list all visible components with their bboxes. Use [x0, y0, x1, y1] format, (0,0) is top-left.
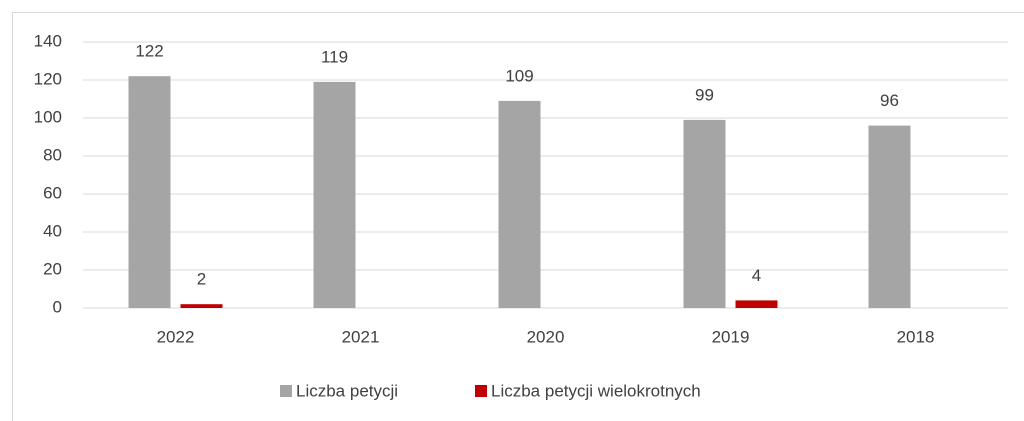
data-label: 2: [197, 270, 206, 289]
legend-swatch: [280, 385, 292, 397]
data-label: 122: [135, 42, 163, 61]
data-label: 119: [321, 47, 348, 66]
data-label: 96: [880, 91, 899, 110]
chart-frame: [12, 12, 1024, 421]
y-tick-label: 0: [53, 297, 62, 316]
y-tick-label: 40: [43, 221, 62, 240]
y-tick-label: 80: [43, 145, 62, 164]
x-tick-label: 2018: [897, 327, 935, 346]
bar: [128, 76, 171, 308]
data-label: 4: [752, 266, 761, 285]
bar: [868, 125, 911, 308]
x-tick-label: 2019: [712, 327, 750, 346]
bar: [313, 81, 356, 309]
x-tick-label: 2021: [342, 327, 380, 346]
y-tick-label: 140: [34, 31, 62, 50]
bar: [683, 119, 726, 309]
legend-swatch: [475, 385, 487, 397]
legend-label: Liczba petycji: [296, 381, 398, 400]
x-tick-label: 2020: [527, 327, 565, 346]
legend-label: Liczba petycji wielokrotnych: [491, 381, 701, 400]
y-tick-label: 100: [34, 107, 62, 126]
y-tick-label: 60: [43, 183, 62, 202]
bar: [498, 100, 541, 309]
data-label: 109: [505, 66, 533, 85]
data-label: 99: [695, 85, 714, 104]
x-tick-label: 2022: [157, 327, 195, 346]
y-tick-label: 20: [43, 259, 62, 278]
bar: [180, 304, 223, 308]
bar: [735, 300, 778, 308]
y-tick-label: 120: [34, 69, 62, 88]
